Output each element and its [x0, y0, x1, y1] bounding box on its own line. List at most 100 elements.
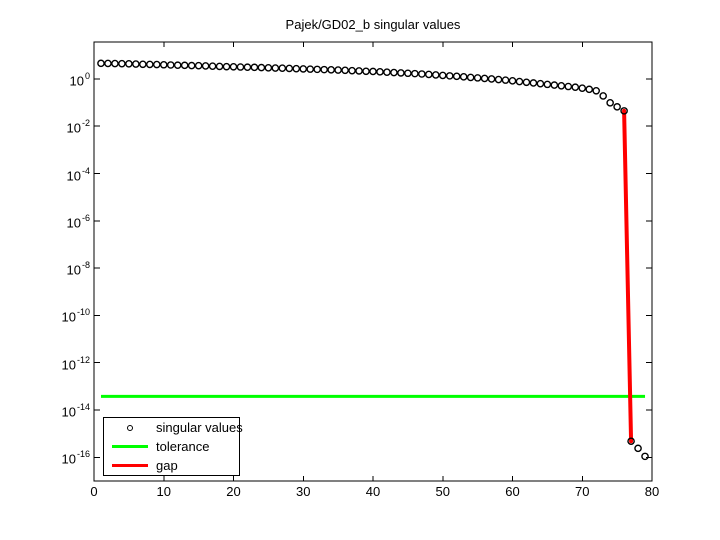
singular-value-marker: [404, 69, 412, 78]
singular-value-marker: [313, 65, 322, 74]
gap-line: [622, 108, 634, 444]
y-tick-label: 100: [69, 70, 90, 89]
singular-value-marker: [264, 64, 273, 72]
x-tick-label: 40: [366, 484, 380, 499]
singular-value-marker: [641, 452, 649, 461]
y-tick-label: 10-8: [66, 260, 90, 278]
x-tick-label: 0: [90, 484, 97, 499]
y-tick-label: 10-6: [66, 212, 90, 231]
x-tick-label: 50: [436, 484, 450, 499]
x-tick-label: 10: [157, 484, 171, 499]
x-tick-label: 60: [505, 484, 519, 499]
singular-value-marker: [208, 62, 217, 70]
singular-value-marker: [111, 59, 119, 68]
singular-value-marker: [159, 60, 168, 69]
singular-value-marker: [557, 82, 566, 90]
singular-value-marker: [180, 61, 189, 70]
y-tick-label: 10-14: [61, 402, 90, 420]
singular-value-marker: [390, 68, 398, 77]
singular-value-marker: [243, 63, 252, 72]
gap-line-icon: [104, 464, 150, 467]
singular-value-marker: [411, 69, 419, 78]
x-tick-label: 20: [226, 484, 240, 499]
singular-value-marker: [132, 60, 140, 68]
singular-value-marker: [257, 63, 266, 72]
legend-item-tolerance: tolerance: [104, 437, 239, 456]
singular-value-marker: [515, 77, 524, 86]
singular-value-marker: [299, 65, 308, 73]
x-tick-label: 70: [575, 484, 589, 499]
y-tick-label: 10-4: [66, 165, 90, 183]
chart-title: Pajek/GD02_b singular values: [285, 17, 461, 32]
tolerance-line-icon: [104, 445, 150, 448]
singular-value-marker: [494, 75, 503, 84]
singular-value-marker: [543, 80, 552, 89]
singular-value-marker: [418, 70, 426, 78]
singular-value-marker: [125, 60, 133, 68]
singular-value-marker: [187, 61, 196, 70]
singular-value-marker: [522, 78, 531, 87]
singular-value-marker: [215, 62, 224, 71]
singular-value-marker: [369, 67, 377, 76]
singular-value-marker: [166, 61, 175, 69]
singular-value-marker: [327, 66, 335, 74]
singular-value-marker: [585, 85, 594, 94]
singular-value-marker: [466, 73, 475, 82]
singular-value-marker: [592, 86, 601, 95]
singular-value-marker: [550, 81, 559, 89]
singular-value-marker: [355, 67, 363, 75]
singular-value-marker: [250, 63, 259, 72]
singular-value-marker: [334, 66, 342, 74]
singular-value-marker: [606, 99, 614, 107]
singular-value-marker: [620, 107, 628, 115]
y-tick-label: 10-2: [66, 118, 90, 136]
singular-value-marker: [529, 79, 538, 87]
singular-value-marker: [271, 64, 280, 72]
singular-value-marker: [194, 61, 203, 70]
circle-marker-icon: [104, 424, 150, 431]
singular-value-marker: [306, 65, 315, 73]
legend-label-singular-values: singular values: [156, 420, 243, 435]
x-tick-label: 30: [296, 484, 310, 499]
legend-label-tolerance: tolerance: [156, 439, 210, 454]
singular-value-marker: [501, 76, 510, 84]
legend-item-singular-values: singular values: [104, 418, 243, 437]
legend-label-gap: gap: [156, 458, 178, 473]
singular-value-marker: [487, 75, 496, 83]
singular-value-marker: [438, 71, 447, 80]
singular-value-marker: [285, 64, 294, 73]
singular-value-marker: [348, 66, 356, 75]
legend-box: singular values tolerance gap: [103, 417, 243, 476]
singular-value-marker: [104, 59, 112, 68]
singular-value-marker: [383, 68, 391, 76]
singular-value-marker: [613, 103, 621, 111]
singular-value-marker: [536, 79, 545, 88]
singular-value-marker: [634, 444, 642, 453]
singular-value-marker: [201, 62, 210, 70]
singular-value-marker: [480, 74, 489, 83]
singular-value-marker: [341, 66, 349, 75]
singular-value-marker: [236, 63, 245, 71]
singular-value-marker: [452, 72, 461, 81]
singular-value-marker: [139, 60, 147, 69]
singular-value-marker: [118, 59, 126, 68]
singular-value-marker: [278, 64, 287, 72]
y-tick-label: 10-10: [61, 307, 90, 325]
singular-value-marker: [173, 61, 182, 70]
singular-value-marker: [97, 59, 105, 68]
y-tick-label: 10-16: [61, 449, 90, 467]
singular-value-marker: [564, 82, 573, 91]
singular-value-marker: [445, 72, 454, 80]
singular-value-marker: [229, 62, 238, 71]
singular-value-marker: [571, 83, 580, 92]
singular-value-marker: [424, 70, 433, 79]
singular-value-marker: [473, 74, 482, 82]
x-tick-label: 80: [645, 484, 659, 499]
singular-value-marker: [431, 71, 440, 79]
singular-value-marker: [397, 69, 405, 77]
singular-value-marker: [376, 68, 384, 76]
singular-value-marker: [320, 65, 328, 74]
singular-value-marker: [599, 92, 607, 100]
